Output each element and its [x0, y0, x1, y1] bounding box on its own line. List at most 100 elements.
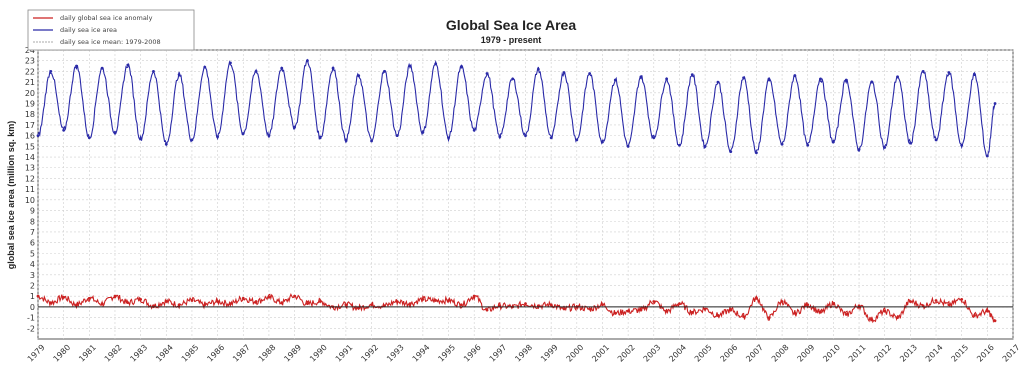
data-point — [729, 308, 733, 312]
data-point — [883, 309, 887, 313]
data-point — [716, 314, 720, 317]
data-point — [344, 303, 348, 307]
data-point — [857, 148, 861, 151]
data-point — [267, 134, 271, 138]
data-point — [819, 77, 822, 81]
data-point — [973, 314, 976, 317]
data-point — [652, 136, 656, 140]
data-point — [75, 303, 78, 307]
data-point — [780, 300, 784, 303]
data-point — [357, 74, 361, 78]
data-point — [49, 70, 53, 73]
grid-lines — [37, 49, 1014, 339]
data-point — [524, 302, 527, 306]
data-point — [434, 62, 438, 66]
data-point — [985, 309, 989, 313]
data-point — [344, 138, 348, 142]
y-tick-label: 20 — [25, 89, 35, 98]
data-point — [267, 295, 271, 299]
data-point — [613, 311, 617, 315]
legend-label-mean: daily sea ice mean: 1979-2008 — [60, 38, 161, 46]
data-point — [993, 102, 997, 105]
data-point — [139, 297, 143, 301]
data-point — [408, 64, 412, 68]
data-point — [562, 307, 566, 311]
data-point — [973, 73, 976, 77]
data-point — [306, 59, 309, 63]
data-point — [229, 61, 232, 65]
y-axis-ticks: -2-1012345678910111213141516171819202122… — [25, 46, 35, 333]
y-tick-label: 11 — [25, 185, 35, 194]
data-point — [960, 143, 964, 147]
data-point — [62, 128, 66, 132]
data-point — [459, 65, 463, 69]
data-point — [549, 303, 553, 307]
data-point — [729, 150, 733, 154]
data-point — [870, 318, 874, 322]
data-point — [562, 71, 566, 74]
data-point — [780, 142, 784, 146]
data-point — [472, 294, 476, 298]
data-point — [767, 316, 771, 319]
y-tick-label: 23 — [25, 57, 35, 66]
data-point — [177, 303, 181, 307]
y-tick-label: 21 — [25, 78, 35, 87]
data-point — [87, 296, 91, 300]
data-point — [421, 131, 425, 134]
data-point — [806, 303, 810, 307]
data-point — [382, 70, 386, 73]
data-point — [293, 294, 296, 298]
data-point — [421, 297, 425, 301]
y-tick-label: 0 — [30, 303, 35, 312]
data-point — [164, 300, 168, 303]
data-point — [908, 141, 912, 145]
data-point — [113, 294, 117, 298]
data-point — [177, 73, 181, 77]
data-point — [395, 134, 399, 138]
y-tick-label: 18 — [25, 110, 35, 119]
data-point — [716, 80, 720, 84]
data-point — [665, 309, 669, 313]
data-point — [831, 140, 835, 144]
data-point — [536, 67, 540, 71]
data-point — [993, 319, 997, 323]
data-point — [126, 301, 130, 305]
data-point — [139, 137, 143, 141]
chart-subtitle: 1979 - present — [481, 35, 542, 45]
data-point — [100, 66, 104, 70]
data-point — [613, 78, 617, 82]
data-point — [318, 136, 322, 140]
legend-label-area: daily sea ice area — [60, 26, 117, 34]
data-point — [575, 138, 579, 142]
data-point — [819, 310, 822, 314]
data-point — [472, 128, 476, 132]
data-point — [485, 72, 489, 75]
data-point — [896, 316, 899, 319]
data-point — [626, 309, 630, 313]
y-tick-label: 6 — [30, 239, 35, 248]
data-point — [870, 80, 874, 84]
data-point — [806, 143, 810, 147]
data-point — [164, 142, 168, 146]
y-tick-label: 12 — [25, 174, 35, 183]
data-point — [75, 64, 78, 68]
y-tick-label: 24 — [25, 46, 35, 55]
data-point — [690, 310, 694, 314]
data-point — [703, 307, 707, 311]
data-point — [49, 301, 53, 305]
data-point — [216, 300, 220, 303]
data-point — [601, 303, 604, 307]
y-tick-label: 7 — [30, 228, 35, 237]
data-point — [498, 135, 502, 139]
data-point — [485, 308, 489, 312]
data-point — [985, 154, 989, 158]
data-point — [793, 74, 797, 78]
data-point — [896, 75, 899, 79]
data-point — [588, 307, 592, 311]
data-point — [100, 302, 104, 306]
y-tick-label: -1 — [27, 314, 35, 323]
data-point — [947, 71, 951, 74]
data-point — [370, 303, 373, 307]
data-point — [216, 135, 220, 139]
y-tick-label: 22 — [25, 67, 35, 76]
